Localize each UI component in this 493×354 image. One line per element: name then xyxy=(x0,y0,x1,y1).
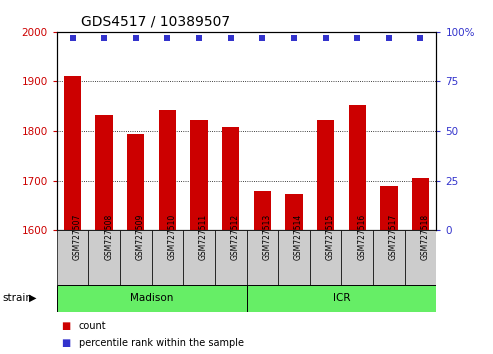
Bar xyxy=(310,230,341,285)
Bar xyxy=(96,115,113,230)
Point xyxy=(100,35,108,41)
Text: GSM727508: GSM727508 xyxy=(104,213,113,260)
Bar xyxy=(127,135,144,230)
Point xyxy=(69,35,76,41)
Text: GSM727509: GSM727509 xyxy=(136,213,145,260)
Text: strain: strain xyxy=(2,293,33,303)
Point xyxy=(132,35,140,41)
Point xyxy=(227,35,235,41)
Bar xyxy=(152,230,183,285)
Point xyxy=(385,35,393,41)
Bar xyxy=(246,230,278,285)
Text: count: count xyxy=(79,321,106,331)
Text: Madison: Madison xyxy=(130,293,173,303)
Bar xyxy=(278,230,310,285)
Bar xyxy=(64,76,81,230)
Text: ICR: ICR xyxy=(333,293,350,303)
Bar xyxy=(246,285,436,312)
Bar xyxy=(317,120,334,230)
Bar xyxy=(183,230,215,285)
Text: GSM727511: GSM727511 xyxy=(199,213,208,260)
Bar xyxy=(373,230,405,285)
Text: GSM727507: GSM727507 xyxy=(72,213,81,260)
Bar xyxy=(57,285,246,312)
Bar xyxy=(405,230,436,285)
Text: GSM727514: GSM727514 xyxy=(294,213,303,260)
Point xyxy=(290,35,298,41)
Bar xyxy=(341,230,373,285)
Bar xyxy=(222,127,240,230)
Bar xyxy=(349,105,366,230)
Bar xyxy=(57,230,88,285)
Bar xyxy=(215,230,246,285)
Text: ■: ■ xyxy=(62,338,71,348)
Text: GSM727513: GSM727513 xyxy=(262,213,271,260)
Bar xyxy=(88,230,120,285)
Text: ▶: ▶ xyxy=(29,293,36,303)
Text: GSM727512: GSM727512 xyxy=(231,213,240,260)
Text: GDS4517 / 10389507: GDS4517 / 10389507 xyxy=(81,14,230,28)
Bar xyxy=(380,187,397,230)
Point xyxy=(195,35,203,41)
Bar xyxy=(253,192,271,230)
Text: GSM727515: GSM727515 xyxy=(325,213,335,260)
Point xyxy=(321,35,329,41)
Text: ■: ■ xyxy=(62,321,71,331)
Text: percentile rank within the sample: percentile rank within the sample xyxy=(79,338,244,348)
Text: GSM727518: GSM727518 xyxy=(421,213,429,260)
Text: GSM727517: GSM727517 xyxy=(389,213,398,260)
Point xyxy=(258,35,266,41)
Bar xyxy=(412,178,429,230)
Text: GSM727516: GSM727516 xyxy=(357,213,366,260)
Text: GSM727510: GSM727510 xyxy=(168,213,176,260)
Bar xyxy=(285,194,303,230)
Point xyxy=(353,35,361,41)
Bar xyxy=(190,120,208,230)
Bar xyxy=(159,110,176,230)
Point xyxy=(417,35,424,41)
Point xyxy=(164,35,172,41)
Bar xyxy=(120,230,152,285)
